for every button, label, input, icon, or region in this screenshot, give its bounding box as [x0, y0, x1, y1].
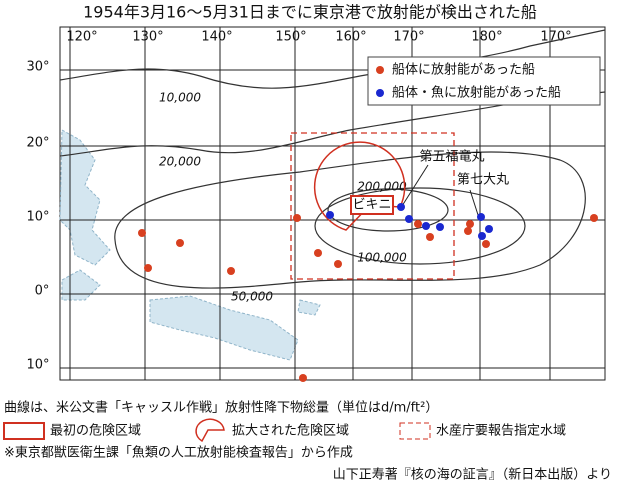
lat-label: 30° [26, 60, 49, 75]
legend-marker [376, 89, 384, 97]
zone-icon [3, 422, 45, 440]
legend-box [367, 56, 601, 106]
contour-label: 100,000 [357, 251, 407, 265]
lon-label: 160° [335, 30, 366, 45]
expanded-zone [313, 141, 406, 231]
map: 120° 130° 140° 150° 160° 170° 180° 170° … [26, 26, 606, 382]
reporting-zone [290, 132, 455, 280]
ships-hull-fish [326, 203, 493, 240]
contour-label: 10,000 [159, 91, 201, 105]
contour-label: 200,000 [357, 180, 407, 194]
zone-icon [195, 418, 225, 443]
unit-note: 曲線は、米公文書「キャッスル作戦」放射性降下物総量（単位はd/m/ft²） [4, 400, 438, 416]
lon-label: 150° [275, 30, 306, 45]
lat-label: 0° [35, 284, 50, 299]
zone-icon [399, 422, 431, 440]
leader [401, 164, 429, 207]
lat-label: 10° [26, 358, 49, 373]
lon-label: 130° [132, 30, 163, 45]
zone-label: 拡大された危険区域 [232, 424, 349, 439]
legend-label: 船体・魚に放射能があった船 [392, 85, 561, 101]
lon-label: 140° [201, 30, 232, 45]
zone-label: 水産庁要報告指定水域 [436, 423, 566, 439]
lon-label: 180° [471, 30, 502, 45]
contours [59, 29, 606, 289]
legend-label: 船体に放射能があった船 [392, 62, 535, 78]
lon-label: 170° [540, 30, 571, 45]
ship-label: 第七大丸 [457, 173, 509, 188]
lon-label: 170° [393, 30, 424, 45]
lat-label: 10° [26, 210, 49, 225]
leader [469, 189, 480, 219]
ship-label: 第五福竜丸 [419, 150, 484, 165]
legend-marker [376, 66, 384, 74]
title: 1954年3月16～5月31日までに東京港で放射能が検出された船 [83, 3, 537, 22]
initial-zone [350, 195, 394, 215]
ships-hull [138, 214, 598, 382]
credit: 山下正寿著『核の海の証言』（新日本出版）より [333, 467, 612, 483]
place-label: ビキニ [352, 198, 391, 213]
contour-label: 50,000 [231, 290, 273, 304]
lon-label: 120° [66, 30, 97, 45]
contour-label: 20,000 [159, 155, 201, 169]
lat-label: 20° [26, 136, 49, 151]
zone-label: 最初の危険区域 [50, 424, 141, 439]
source-note: ※東京都獣医衛生課「魚類の人工放射能検査報告」から作成 [4, 445, 353, 461]
